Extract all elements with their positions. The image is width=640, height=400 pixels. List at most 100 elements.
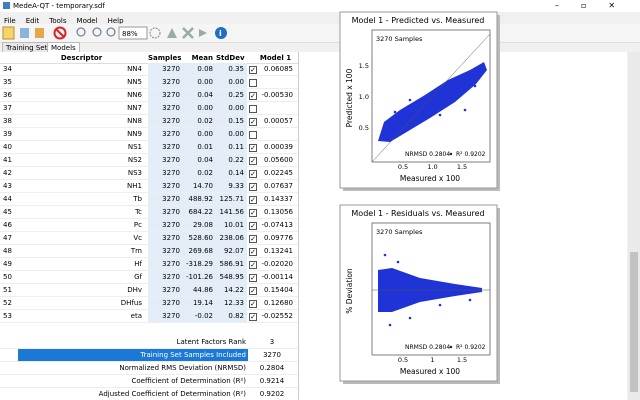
tool-icon[interactable] [35, 28, 44, 38]
checkbox[interactable] [249, 105, 257, 113]
mean: 0.00 [197, 104, 213, 112]
samples: 3270 [162, 299, 180, 307]
checkbox[interactable] [249, 79, 257, 87]
scatter-cloud-2 [372, 253, 490, 327]
menu-item[interactable]: Help [107, 17, 124, 25]
legend-dot [449, 152, 453, 156]
descriptor: Tb [133, 195, 142, 203]
window-controls[interactable]: –▫✕ [555, 1, 638, 10]
checkbox[interactable] [249, 131, 257, 139]
samples: 3270 [162, 104, 180, 112]
r2-label: R² 0.9202 [456, 344, 486, 351]
checkbox[interactable]: ✓ [249, 274, 257, 282]
stddev: 9.33 [228, 182, 244, 190]
summary-value: 3270 [263, 351, 281, 359]
summary-label[interactable]: Adjusted Coefficient of Determination (R… [98, 390, 246, 398]
up-icon[interactable] [167, 28, 177, 38]
menu-item[interactable]: Tools [49, 17, 67, 25]
y-axis-label: % Deviation [345, 268, 354, 314]
stddev: 92.07 [223, 247, 244, 255]
mean: 0.04 [197, 91, 213, 99]
descriptor-table: Descriptor Samples Mean StdDev Model 1 34 NN4 3… [0, 52, 299, 400]
menu-item[interactable]: Model [76, 17, 98, 25]
descriptor: Tc [135, 208, 142, 216]
coefficient: -0.00530 [261, 91, 293, 99]
checkbox[interactable]: ✓ [249, 261, 257, 269]
x-tick-label: 1.5 [457, 356, 467, 364]
checkbox[interactable]: ✓ [249, 222, 257, 230]
coefficient: 0.02245 [264, 169, 293, 177]
descriptor: NS3 [127, 169, 142, 177]
zoom-box[interactable] [118, 26, 148, 40]
mean: -101.26 [185, 273, 213, 281]
open-icon[interactable] [2, 26, 15, 40]
row-line [0, 179, 298, 180]
zoom-icon[interactable] [76, 27, 86, 37]
samples: 3270 [162, 130, 180, 138]
stddev: 14.22 [223, 286, 244, 294]
scroll-thumb[interactable] [630, 252, 638, 392]
samples: 3270 [162, 78, 180, 86]
play-icon[interactable] [199, 29, 207, 37]
summary-label[interactable]: Normalized RMS Deviation (NRMSD) [119, 364, 246, 372]
checkbox[interactable]: ✓ [249, 287, 257, 295]
checkbox[interactable]: ✓ [249, 92, 257, 100]
nrmsd-label: NRMSD 0.2804 [405, 151, 450, 158]
menu-item[interactable]: File [4, 17, 16, 25]
samples: 3270 [162, 208, 180, 216]
checkbox[interactable]: ✓ [249, 196, 257, 204]
checkbox[interactable]: ✓ [249, 235, 257, 243]
stop-icon[interactable] [53, 26, 67, 40]
info-icon[interactable] [215, 27, 227, 39]
samples: 3270 [162, 195, 180, 203]
row-line [0, 166, 298, 167]
samples: 3270 [162, 143, 180, 151]
zoom-icon[interactable] [92, 27, 102, 37]
title-bar: MedeA-QT - temporary.sdf –▫✕ [0, 0, 640, 12]
row-line [0, 114, 298, 115]
checkbox[interactable]: ✓ [249, 183, 257, 191]
descriptor: Tm [130, 247, 142, 255]
row-line [0, 309, 298, 310]
checkbox[interactable]: ✓ [249, 157, 257, 165]
coefficient: 0.14337 [264, 195, 293, 203]
plot-title: Model 1 - Predicted vs. Measured [352, 16, 485, 25]
x-tick-label: 1.0 [427, 163, 437, 171]
delete-icon[interactable] [182, 27, 194, 39]
checkbox[interactable]: ✓ [249, 144, 257, 152]
zoom-icon[interactable] [106, 27, 116, 37]
x-tick-label: 0.5 [398, 356, 408, 364]
summary-value: 3 [269, 338, 275, 346]
checkbox[interactable]: ✓ [249, 248, 257, 256]
plot-area-border [371, 222, 491, 356]
summary-label[interactable]: Training Set Samples Included [140, 351, 246, 359]
checkbox[interactable]: ✓ [249, 209, 257, 217]
tab[interactable]: Models [47, 42, 80, 54]
row-number: 48 [3, 247, 12, 255]
row-number: 47 [3, 234, 12, 242]
numeric-columns-bg [148, 63, 247, 323]
checkbox[interactable]: ✓ [249, 66, 257, 74]
stddev: 0.22 [228, 156, 244, 164]
row-number: 38 [3, 117, 12, 125]
row-number: 52 [3, 299, 12, 307]
x-tick-label: 1.5 [457, 163, 467, 171]
summary-label[interactable]: Latent Factors Rank [176, 338, 246, 346]
checkbox[interactable]: ✓ [249, 170, 257, 178]
checkbox[interactable]: ✓ [249, 118, 257, 126]
menu-item[interactable]: Edit [25, 17, 40, 25]
refresh-icon[interactable] [149, 27, 161, 39]
column-header: StdDev [216, 54, 245, 62]
checkbox[interactable]: ✓ [249, 313, 257, 321]
row-line [0, 218, 298, 219]
scrollbar[interactable] [628, 52, 640, 400]
y-tick-label: 0.5 [359, 124, 369, 132]
plot-title: Model 1 - Residuals vs. Measured [351, 209, 484, 218]
tool-icon[interactable] [20, 28, 29, 38]
stddev: 0.35 [228, 65, 244, 73]
sample-count: 3270 Samples [376, 35, 423, 43]
checkbox[interactable]: ✓ [249, 300, 257, 308]
samples: 3270 [162, 156, 180, 164]
summary-label[interactable]: Coefficient of Determination (R²) [131, 377, 246, 385]
